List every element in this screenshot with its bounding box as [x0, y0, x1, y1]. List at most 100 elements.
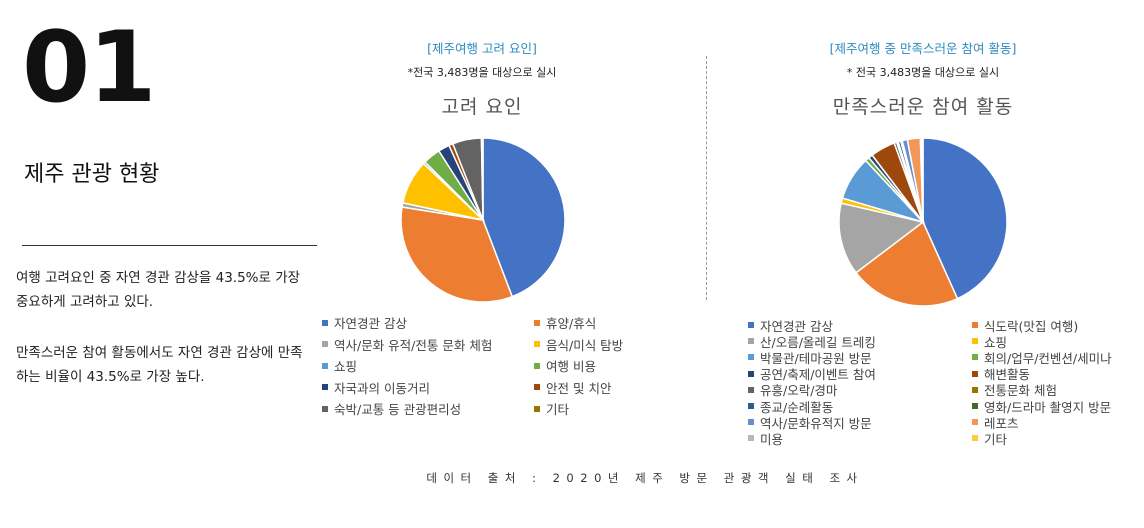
- legend-label: 휴양/휴식: [546, 316, 597, 332]
- legend-swatch: [748, 370, 754, 377]
- legend-item: 공연/축제/이벤트 참여: [748, 366, 972, 382]
- legend-label: 여행 비용: [546, 359, 596, 375]
- legend-swatch: [322, 405, 328, 412]
- legend-label: 공연/축제/이벤트 참여: [760, 367, 876, 383]
- legend-swatch: [748, 419, 754, 426]
- legend-swatch: [972, 435, 978, 442]
- legend-item: 전통문화 체험: [972, 382, 1142, 398]
- legend-item: 기타: [972, 430, 1142, 447]
- chart-left-note: *전국 3,483명을 대상으로 실시: [407, 66, 557, 79]
- legend-item: 영화/드라마 촬영지 방문: [972, 398, 1142, 415]
- legend-label: 해변활동: [984, 367, 1031, 383]
- legend-label: 안전 및 치안: [546, 380, 612, 396]
- legend-label: 기타: [546, 402, 570, 418]
- legend-label: 쇼핑: [984, 334, 1008, 350]
- legend-swatch: [972, 419, 978, 426]
- legend-swatch: [322, 362, 328, 369]
- legend-label: 자연경관 감상: [334, 316, 407, 332]
- legend-label: 식도락(맛집 여행): [984, 318, 1079, 334]
- legend-label: 영화/드라마 촬영지 방문: [984, 399, 1112, 415]
- legend-swatch: [748, 386, 754, 393]
- pie-chart-consideration-factors: [400, 137, 566, 303]
- pie-slice-1: [482, 137, 566, 298]
- legend-item: 자국과의 이동거리: [322, 377, 534, 399]
- legend-swatch: [972, 403, 978, 410]
- legend-label: 음식/미식 탐방: [546, 337, 624, 353]
- legend-item: 박물관/테마공원 방문: [748, 349, 972, 366]
- section-title: 제주 관광 현황: [24, 162, 160, 187]
- legend-label: 산/오름/올레길 트레킹: [760, 334, 876, 350]
- chart-separator: [706, 56, 707, 300]
- legend-item: 미용: [748, 430, 972, 447]
- legend-label: 기타: [984, 431, 1008, 447]
- chart-left-heading: [제주여행 고려 요인]: [427, 41, 537, 56]
- chart-left-title: 고려 요인: [441, 96, 523, 118]
- legend-swatch: [534, 384, 540, 391]
- legend-swatch: [322, 341, 328, 348]
- legend-item: 회의/업무/컨벤션/세미나: [972, 349, 1142, 366]
- legend-item: 기타: [534, 398, 684, 420]
- legend-item: 자연경관 감상: [748, 317, 972, 334]
- legend-item: 자연경관 감상: [322, 312, 534, 334]
- divider: [22, 245, 317, 246]
- legend-label: 전통문화 체험: [984, 383, 1057, 399]
- legend-label: 회의/업무/컨벤션/세미나: [984, 350, 1112, 366]
- legend-swatch: [972, 386, 978, 393]
- legend-swatch: [748, 322, 754, 329]
- legend-swatch: [748, 435, 754, 442]
- legend-swatch: [972, 354, 978, 361]
- legend-item: 레포츠: [972, 414, 1142, 431]
- pie-slice-2: [400, 206, 514, 303]
- legend-swatch: [748, 403, 754, 410]
- legend-item: 역사/문화유적지 방문: [748, 414, 972, 431]
- pie-slice-2: [855, 220, 959, 307]
- legend-label: 역사/문화 유적/전통 문화 체험: [334, 337, 493, 353]
- pie-slice-16: [921, 137, 924, 223]
- legend-label: 숙박/교통 등 관광편리성: [334, 402, 462, 418]
- legend-swatch: [972, 338, 978, 345]
- legend-swatch: [534, 362, 540, 369]
- chart-right-heading: [제주여행 중 만족스러운 참여 활동]: [829, 41, 1017, 56]
- legend-item: 여행 비용: [534, 355, 684, 377]
- legend-label: 종교/순례활동: [760, 399, 834, 415]
- pie-chart-satisfying-activities: [838, 137, 1008, 307]
- legend-item: 음식/미식 탐방: [534, 334, 684, 356]
- pie-slice-1: [922, 137, 1008, 300]
- legend-swatch: [748, 338, 754, 345]
- legend-label: 역사/문화유적지 방문: [760, 415, 872, 431]
- legend-swatch: [534, 405, 540, 412]
- legend-item: 산/오름/올레길 트레킹: [748, 333, 972, 350]
- legend-item: 역사/문화 유적/전통 문화 체험: [322, 334, 534, 356]
- chart-right-header: [제주여행 중 만족스러운 참여 활동] * 전국 3,483명을 대상으로 실…: [726, 38, 1120, 118]
- legend-swatch: [534, 319, 540, 326]
- legend-item: 종교/순례활동: [748, 398, 972, 415]
- legend-item: 휴양/휴식: [534, 312, 684, 334]
- legend-swatch: [322, 319, 328, 326]
- legend-item: 안전 및 치안: [534, 377, 684, 399]
- legend-label: 자연경관 감상: [760, 318, 833, 334]
- legend-label: 미용: [760, 431, 784, 447]
- data-source: 데이터 출처 : 2020년 제주 방문 관광객 실태 조사: [426, 471, 864, 485]
- legend-swatch: [972, 322, 978, 329]
- legend-item: 유흥/오락/경마: [748, 382, 972, 398]
- summary-paragraph-2: 만족스러운 참여 활동에서도 자연 경관 감상에 만족하는 비율이 43.5%로…: [16, 345, 303, 385]
- legend-item: 식도락(맛집 여행): [972, 317, 1142, 334]
- chart-right-note: * 전국 3,483명을 대상으로 실시: [846, 66, 1000, 79]
- chart-right-title: 만족스러운 참여 활동: [832, 96, 1014, 118]
- legend-swatch: [322, 384, 328, 391]
- legend-swatch: [972, 370, 978, 377]
- legend-label: 유흥/오락/경마: [760, 383, 838, 399]
- section-number: 01: [22, 11, 156, 125]
- legend-item: 숙박/교통 등 관광편리성: [322, 398, 534, 420]
- chart-left-header: [제주여행 고려 요인] *전국 3,483명을 대상으로 실시 고려 요인: [318, 38, 646, 118]
- pie-slice-3: [838, 202, 925, 274]
- legend-item: 해변활동: [972, 366, 1142, 382]
- legend-item: 쇼핑: [322, 355, 534, 377]
- legend-label: 레포츠: [984, 415, 1019, 431]
- legend-swatch: [748, 354, 754, 361]
- summary-paragraph-1: 여행 고려요인 중 자연 경관 감상을 43.5%로 가장 중요하게 고려하고 …: [16, 270, 301, 310]
- legend-item: 쇼핑: [972, 333, 1142, 350]
- legend-label: 자국과의 이동거리: [334, 380, 430, 396]
